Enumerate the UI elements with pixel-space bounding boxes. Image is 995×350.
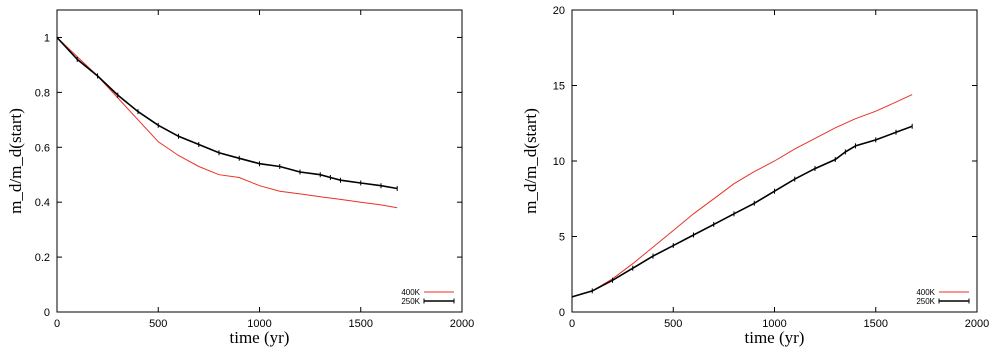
y-tick-label: 0.6	[35, 142, 50, 154]
chart-panel-1: 0 500 1000 1500 2000 0 0.2 0.4 0.6 0.8 1 time (yr) m…	[6, 9, 474, 347]
x-tick-label: 0	[569, 318, 575, 330]
x-tick-label: 1500	[864, 318, 888, 330]
y-axis-title: m_d/m_d(start)	[6, 108, 25, 214]
x-tick-label: 1500	[349, 318, 373, 330]
y-tick-label: 0.4	[35, 197, 50, 209]
x-tick-label: 2000	[965, 318, 989, 330]
series-line-400K	[571, 94, 913, 298]
series-line-250K	[56, 36, 398, 190]
y-tick-label: 1	[44, 32, 50, 44]
y-tick-label: 15	[553, 81, 565, 93]
chart-panel-2: 0 500 1000 1500 2000 0 5 10 15 20 time (yr) m_d/m_d…	[521, 5, 989, 347]
x-tick-label: 1000	[247, 318, 271, 330]
plot-frame	[56, 9, 463, 313]
legend-label: 400K	[401, 288, 420, 297]
x-tick-label: 500	[149, 318, 167, 330]
y-tick-label: 0	[44, 307, 50, 319]
y-tick-label: 0.8	[35, 87, 50, 99]
x-axis-title: time (yr)	[745, 328, 805, 347]
legend-label: 250K	[916, 297, 935, 306]
y-tick-label: 10	[553, 156, 565, 168]
y-tick-label: 0.2	[35, 252, 50, 264]
x-tick-label: 1000	[762, 318, 786, 330]
x-tick-label: 2000	[450, 318, 474, 330]
y-tick-label: 5	[559, 232, 565, 244]
x-tick-label: 0	[54, 318, 60, 330]
series-line-400K	[56, 37, 398, 209]
x-tick-label: 500	[664, 318, 682, 330]
x-axis-title: time (yr)	[230, 328, 290, 347]
y-axis-title: m_d/m_d(start)	[521, 108, 540, 214]
legend-label: 400K	[916, 288, 935, 297]
legend-label: 250K	[401, 297, 420, 306]
y-tick-label: 0	[559, 307, 565, 319]
y-tick-label: 20	[553, 5, 565, 17]
